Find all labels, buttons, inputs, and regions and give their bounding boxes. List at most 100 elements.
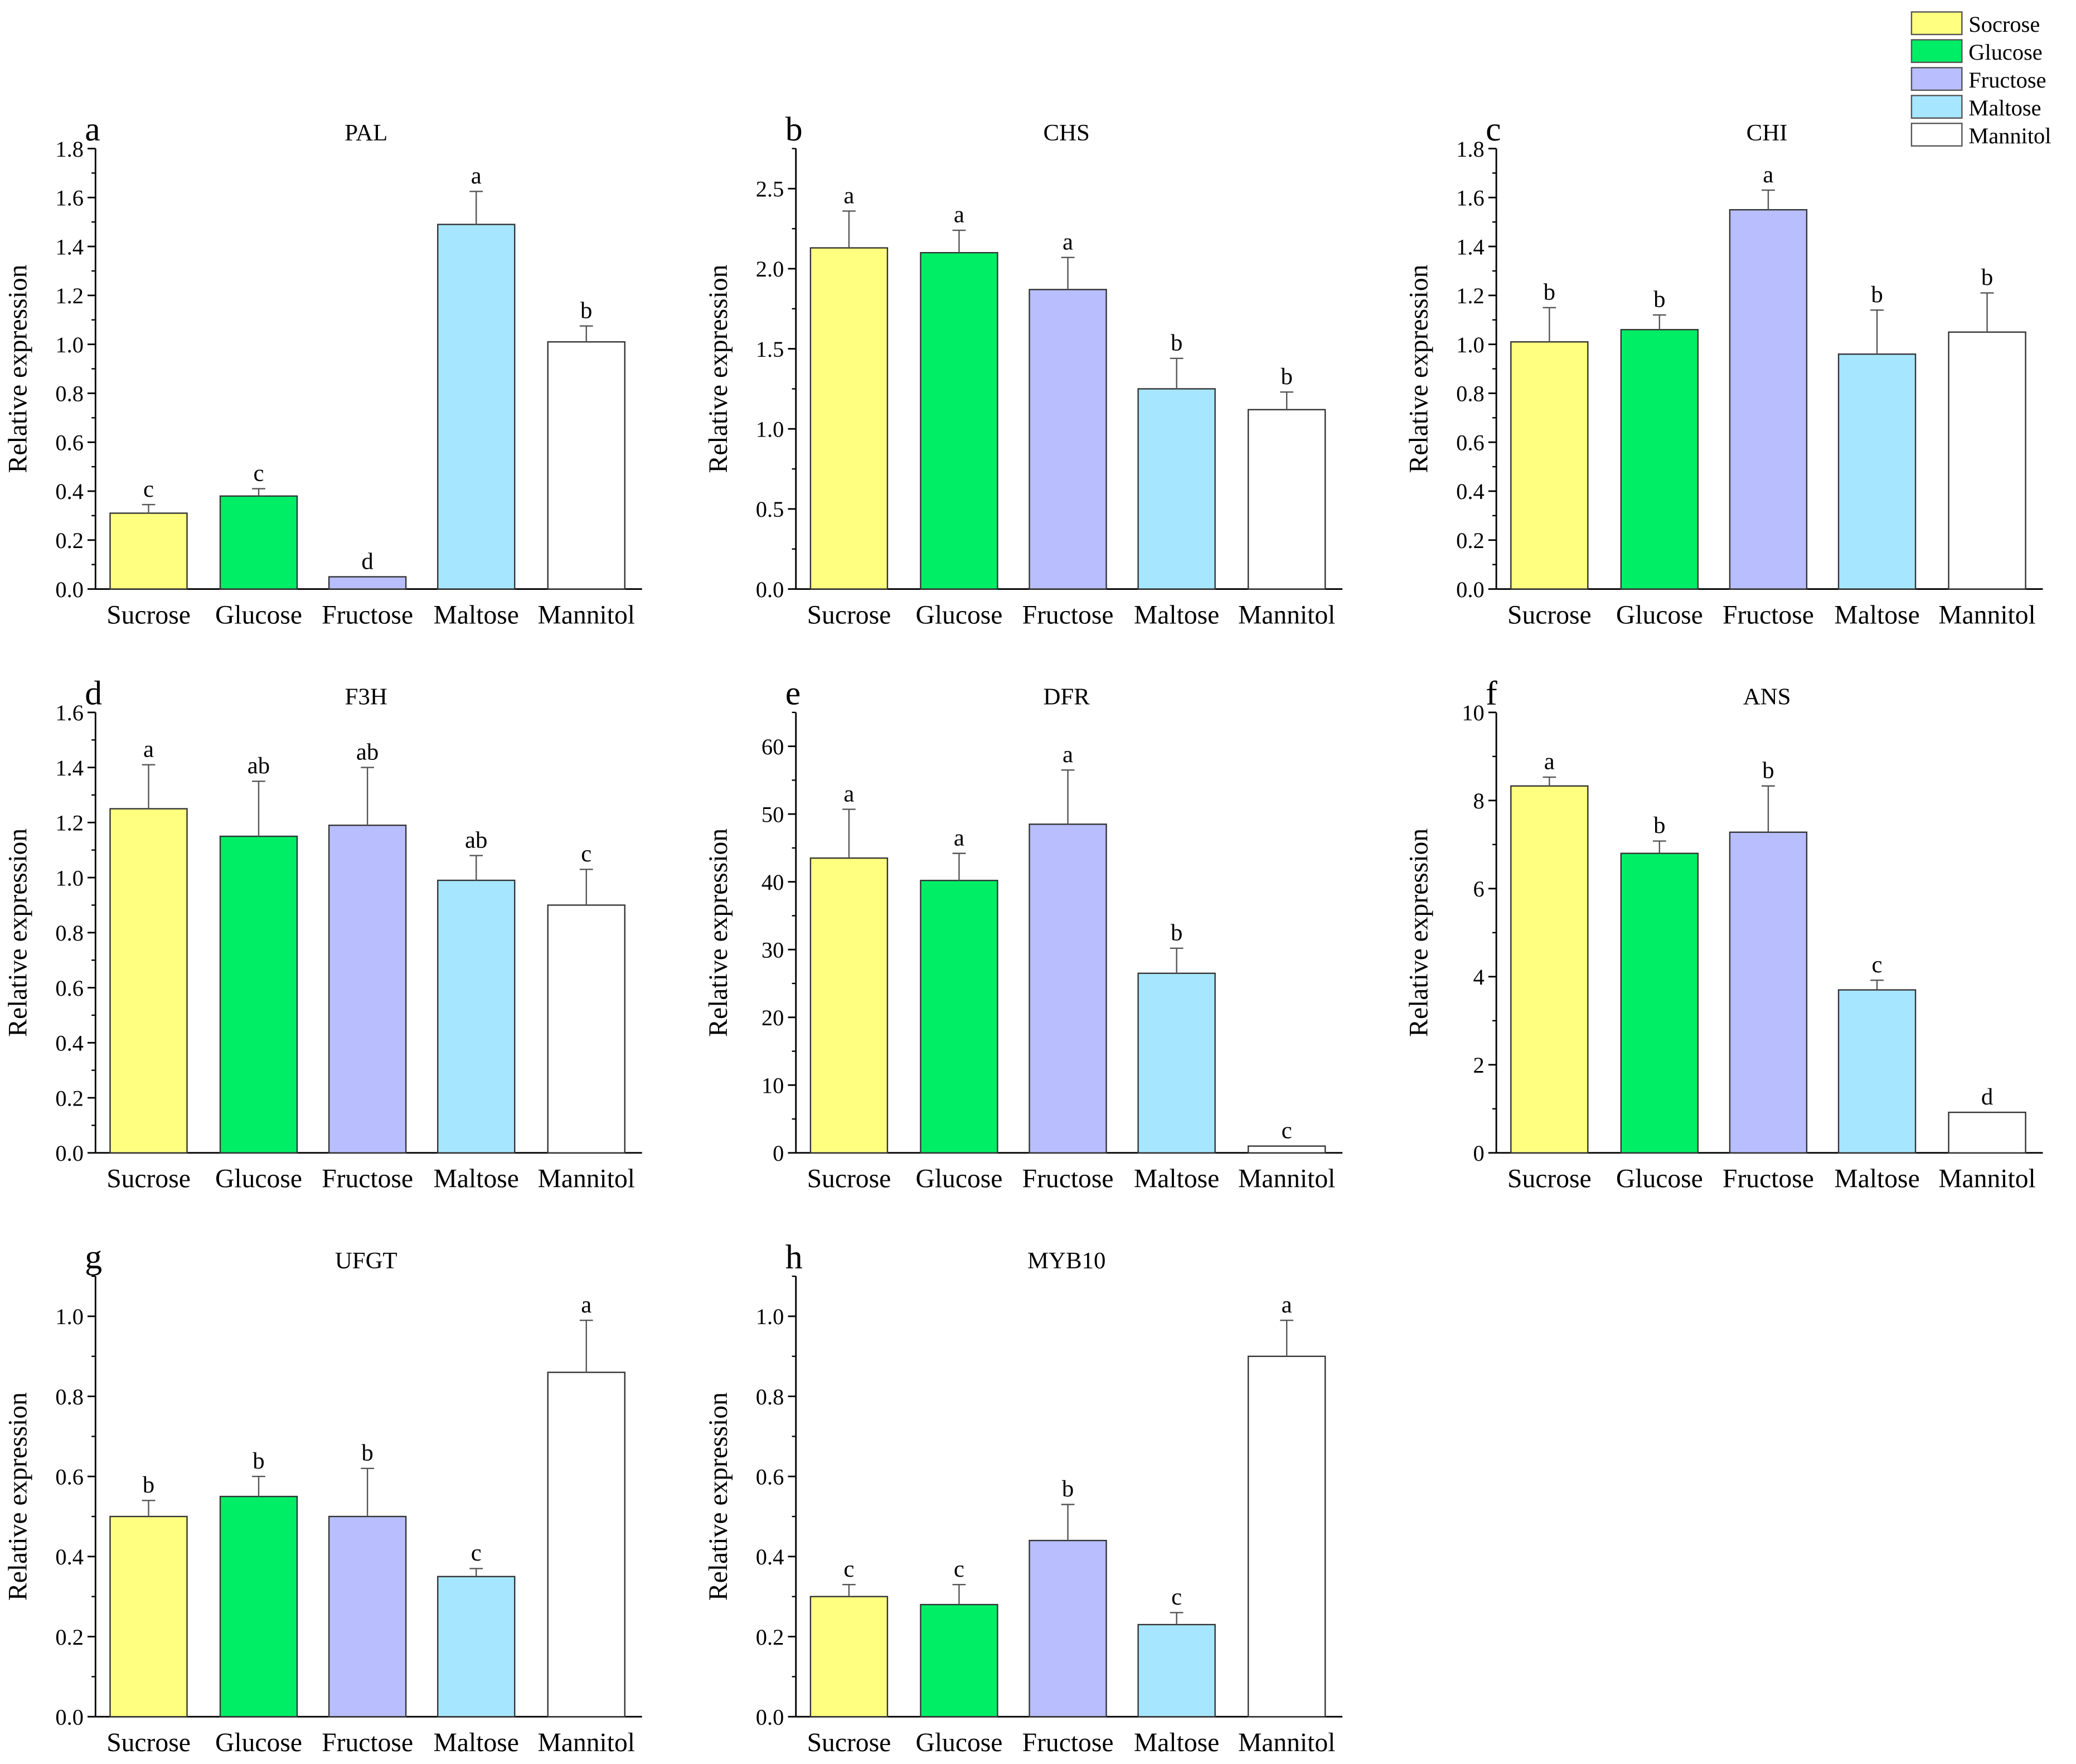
x-tick-label: Sucrose [1507,600,1592,629]
significance-letter: ab [465,827,487,853]
bar [1137,388,1216,590]
y-tick-label: 1.4 [1456,234,1485,259]
legend-label: Maltose [1968,95,2041,120]
y-axis-label: Relative expression [704,828,733,1037]
bar [109,1515,188,1718]
y-tick-label: 0.2 [1456,528,1485,553]
x-tick-label: Maltose [434,1728,519,1757]
significance-letter: a [1063,742,1073,768]
panel-b: b CHS Relative expression 0.0 0.5 1.0 1.5 2.0 2.… [704,110,1343,629]
bar [1620,329,1699,590]
legend-label: Mannitol [1968,123,2051,148]
significance-letter: b [361,1440,373,1466]
y-tick-label: 1.5 [756,337,784,362]
bar [1247,409,1326,590]
y-tick-label: 0.0 [756,577,784,602]
chart-title: UFGT [335,1248,397,1274]
y-tick-label: 1.2 [55,283,84,308]
y-tick-label: 8 [1473,788,1485,813]
y-tick-label: 1.8 [55,137,84,162]
bar [328,825,407,1154]
x-tick-label: Sucrose [807,1165,891,1194]
x-tick-label: Glucose [215,1728,302,1757]
y-tick-label: 0.2 [55,1085,84,1111]
chart-title: MYB10 [1027,1248,1105,1274]
x-tick-label: Sucrose [1507,1165,1592,1194]
legend-label: Fructose [1968,67,2046,93]
panel-d: d F3H Relative expression 0.0 0.2 0.4 0.6 0.8 1.… [4,675,642,1194]
y-tick-label: 0.4 [55,1544,84,1569]
y-tick-label: 1.0 [55,1304,84,1329]
panel-letter: g [85,1238,102,1276]
x-tick-label: Fructose [1723,600,1814,629]
x-tick-label: Fructose [322,600,413,629]
chart-title: F3H [345,684,387,710]
significance-letter: b [1871,282,1883,308]
y-tick-label: 6 [1473,876,1485,902]
x-tick-label: Mannitol [538,600,635,629]
significance-letter: a [471,163,482,189]
x-tick-label: Mannitol [1938,1165,2035,1194]
y-tick-label: 40 [761,870,784,895]
y-tick-label: 0.6 [55,430,84,455]
y-tick-label: 1.6 [1456,186,1485,211]
y-tick-label: 4 [1473,965,1485,990]
x-tick-label: Sucrose [807,1728,891,1757]
y-tick-label: 1.0 [55,332,84,357]
x-tick-label: Mannitol [1238,600,1335,629]
x-tick-label: Fructose [1723,1165,1814,1194]
significance-letter: c [581,841,591,867]
chart-title: DFR [1043,684,1090,710]
panel-c: c CHI Relative expression 0.0 0.2 0.4 0.6 0.8 1.… [1404,110,2043,629]
x-tick-label: Fructose [322,1165,413,1194]
bar [1029,289,1107,590]
bar [1029,823,1107,1154]
x-tick-label: Mannitol [538,1728,635,1757]
significance-letter: a [843,182,854,209]
panel-f: f ANS Relative expression 0 2 4 6 8 10 a Sucrose b G… [1404,675,2043,1194]
chart-title: PAL [345,120,387,146]
y-tick-label: 0.2 [55,528,84,553]
y-tick-label: 50 [761,802,784,827]
bar [437,879,516,1154]
y-tick-label: 0.0 [55,1704,84,1729]
significance-letter: a [954,202,964,228]
bar [437,224,516,590]
x-tick-label: Fructose [322,1728,413,1757]
y-tick-label: 0.6 [756,1465,784,1490]
y-tick-label: 0.0 [55,577,84,602]
y-tick-label: 0.0 [756,1704,784,1729]
y-axis-label: Relative expression [704,264,733,473]
y-tick-label: 0.4 [55,1031,84,1056]
y-axis-label: Relative expression [1404,828,1433,1037]
significance-letter: d [361,548,373,574]
significance-letter: c [843,1556,854,1582]
bar [1510,341,1589,590]
y-tick-label: 0.0 [1456,577,1485,602]
y-tick-label: 10 [1462,700,1484,725]
bar [1729,831,1808,1154]
x-tick-label: Mannitol [1238,1728,1335,1757]
y-axis-label: Relative expression [1404,264,1433,473]
x-tick-label: Fructose [1022,1165,1114,1194]
y-tick-label: 1.0 [55,865,84,890]
x-tick-label: Maltose [1834,600,1919,629]
significance-letter: c [1282,1117,1292,1143]
y-tick-label: 0.8 [55,1384,84,1409]
chart-title: ANS [1743,684,1791,710]
panel-e: e DFR Relative expression 0 10 20 30 40 50 60 a Suc… [704,675,1343,1194]
bar [547,904,625,1154]
x-tick-label: Sucrose [807,600,891,629]
y-axis-label: Relative expression [4,828,33,1037]
panel-letter: d [85,675,102,713]
x-tick-label: Maltose [1134,600,1219,629]
significance-letter: b [253,1448,264,1474]
significance-letter: a [1544,749,1555,775]
y-tick-label: 0.6 [1456,430,1485,455]
y-tick-label: 0.8 [55,920,84,946]
y-tick-label: 0.8 [1456,381,1485,406]
y-tick-label: 1.0 [1456,332,1485,357]
y-tick-label: 0.4 [55,479,84,504]
